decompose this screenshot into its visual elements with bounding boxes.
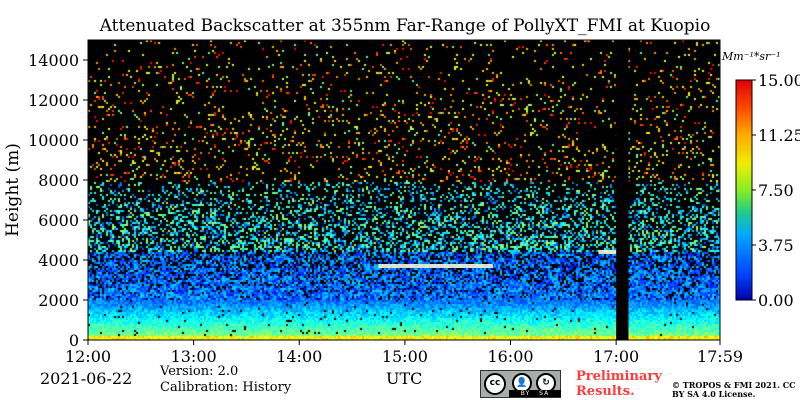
colorbar-tick-label: 15.00 xyxy=(758,71,800,90)
y-tick-label: 12000 xyxy=(28,91,79,110)
colorbar-tick-label: 11.25 xyxy=(758,126,800,145)
cc-license-badge: cc 👤 ↻ BY SA xyxy=(480,370,561,398)
y-tick-label: 14000 xyxy=(28,51,79,70)
colorbar-label: Mm⁻¹*sr⁻¹ xyxy=(721,50,781,63)
colorbar-tick-label: 7.50 xyxy=(758,181,794,200)
cc-strip: BY SA xyxy=(509,390,561,397)
data-gap xyxy=(616,40,629,340)
y-tick-label: 6000 xyxy=(38,211,79,230)
y-tick-label: 2000 xyxy=(38,291,79,310)
plot-frame xyxy=(87,39,721,341)
calibration-label: Calibration: History xyxy=(160,380,292,395)
copyright-text: © TROPOS & FMI 2021. CC BY SA 4.0 Licens… xyxy=(672,380,796,399)
x-tick-label: 12:00 xyxy=(65,347,111,366)
y-tick-label: 10000 xyxy=(28,131,79,150)
cloud-layer xyxy=(378,264,493,268)
x-axis-label: UTC xyxy=(386,369,423,388)
chart-title: Attenuated Backscatter at 355nm Far-Rang… xyxy=(99,16,711,36)
x-tick-label: 16:00 xyxy=(487,347,533,366)
y-axis-label: Height (m) xyxy=(3,143,23,237)
x-tick-label: 17:00 xyxy=(593,347,639,366)
x-tick-label: 14:00 xyxy=(276,347,322,366)
colorbar xyxy=(735,79,753,301)
x-tick-label: 17:59 xyxy=(697,347,743,366)
date-label: 2021-06-22 xyxy=(40,369,133,388)
by-icon: 👤 xyxy=(512,373,532,393)
x-tick-label: 15:00 xyxy=(382,347,428,366)
sa-text: SA xyxy=(539,390,550,397)
cloud-layer xyxy=(598,250,617,254)
colorbar-tick-label: 0.00 xyxy=(758,291,794,310)
colorbar-tick-label: 3.75 xyxy=(758,236,794,255)
x-tick-label: 13:00 xyxy=(171,347,217,366)
by-text: BY xyxy=(520,390,531,397)
y-tick-label: 0 xyxy=(69,331,79,350)
y-tick-label: 4000 xyxy=(38,251,79,270)
version-label: Version: 2.0 xyxy=(160,364,239,379)
cc-icon: cc xyxy=(484,373,506,395)
backscatter-heatmap xyxy=(88,40,720,340)
y-tick-label: 8000 xyxy=(38,171,79,190)
preliminary-results-text: Preliminary Results. xyxy=(576,369,662,399)
